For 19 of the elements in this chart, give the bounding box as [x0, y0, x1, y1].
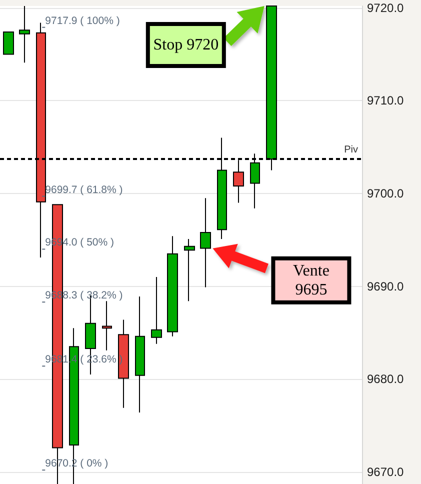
- candlestick: [167, 236, 178, 337]
- y-tick-label: 9680.0: [367, 372, 404, 386]
- y-tick-label: 9710.0: [367, 94, 404, 108]
- candlestick: [200, 198, 211, 288]
- candlestick: [19, 6, 30, 64]
- ref-line-label: 9717.9 ( 100% ): [45, 14, 120, 27]
- annotation: Vente 9695: [292, 262, 330, 298]
- candlestick: [118, 319, 129, 408]
- candlestick: [3, 31, 14, 55]
- ref-line-label: Piv: [344, 144, 358, 156]
- y-tick-label: 9720.0: [367, 0, 404, 15]
- y-tick-label: 9670.0: [367, 464, 404, 479]
- candlestick: [135, 296, 145, 414]
- candlestick: [184, 238, 195, 302]
- candlestick: [151, 276, 162, 344]
- y-tick-label: 9690.0: [367, 279, 404, 294]
- candlestick: [102, 300, 112, 351]
- y-tick-label: 9700.0: [367, 186, 404, 200]
- annotation: Stop 9720: [153, 36, 219, 54]
